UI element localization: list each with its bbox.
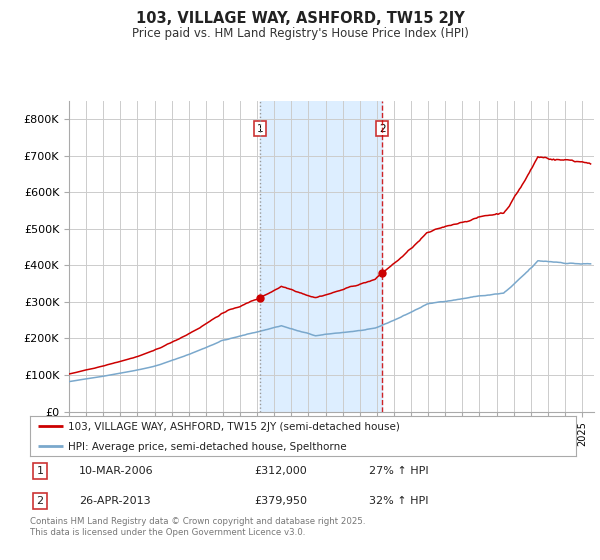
Text: 32% ↑ HPI: 32% ↑ HPI	[368, 496, 428, 506]
Text: £312,000: £312,000	[254, 466, 307, 476]
Text: 103, VILLAGE WAY, ASHFORD, TW15 2JY: 103, VILLAGE WAY, ASHFORD, TW15 2JY	[136, 11, 464, 26]
Bar	[260, 101, 382, 412]
Text: HPI: Average price, semi-detached house, Spelthorne: HPI: Average price, semi-detached house,…	[68, 442, 347, 452]
Text: Price paid vs. HM Land Registry's House Price Index (HPI): Price paid vs. HM Land Registry's House …	[131, 27, 469, 40]
Text: Contains HM Land Registry data © Crown copyright and database right 2025.
This d: Contains HM Land Registry data © Crown c…	[30, 517, 365, 537]
Text: 103, VILLAGE WAY, ASHFORD, TW15 2JY (semi-detached house): 103, VILLAGE WAY, ASHFORD, TW15 2JY (sem…	[68, 422, 400, 432]
Text: 1: 1	[257, 124, 263, 134]
Text: 2: 2	[37, 496, 44, 506]
Text: £379,950: £379,950	[254, 496, 307, 506]
Text: 2: 2	[379, 124, 386, 134]
Text: 1: 1	[37, 466, 44, 476]
Text: 26-APR-2013: 26-APR-2013	[79, 496, 151, 506]
Text: 27% ↑ HPI: 27% ↑ HPI	[368, 466, 428, 476]
Text: 10-MAR-2006: 10-MAR-2006	[79, 466, 154, 476]
